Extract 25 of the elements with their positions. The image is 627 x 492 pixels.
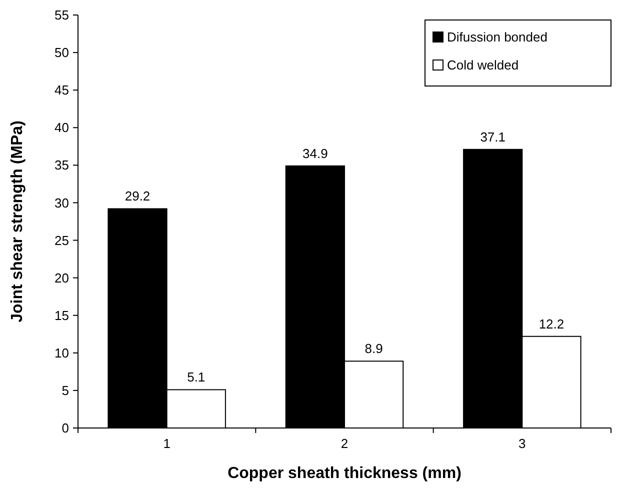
y-tick-label: 35 <box>54 158 69 173</box>
y-tick-label: 15 <box>54 308 69 323</box>
data-label: 5.1 <box>187 370 206 385</box>
y-tick-label: 55 <box>54 8 69 23</box>
x-tick-label: 3 <box>518 436 526 451</box>
data-label: 29.2 <box>124 188 150 204</box>
y-tick-label: 40 <box>54 120 69 136</box>
data-label: 12.2 <box>538 316 564 332</box>
y-axis-title: Joint shear strength (MPa) <box>9 120 26 322</box>
data-label: 34.9 <box>302 146 328 161</box>
y-tick-label: 5 <box>62 383 69 398</box>
y-tick-label: 0 <box>62 420 69 436</box>
x-tick-label: 1 <box>163 436 170 451</box>
y-tick-label: 30 <box>54 195 69 210</box>
x-tick-label: 2 <box>340 436 348 451</box>
y-tick-label: 45 <box>54 82 69 98</box>
data-label: 8.9 <box>364 341 383 356</box>
legend-label: Cold welded <box>447 58 519 73</box>
y-tick-label: 25 <box>54 232 69 248</box>
y-tick-label: 10 <box>54 345 69 360</box>
legend-label: Difussion bonded <box>447 30 548 45</box>
y-tick-label: 20 <box>54 270 69 286</box>
data-label: 37.1 <box>480 129 506 144</box>
y-tick-label: 50 <box>54 45 69 60</box>
x-axis-title: Copper sheath thickness (mm) <box>228 465 462 482</box>
